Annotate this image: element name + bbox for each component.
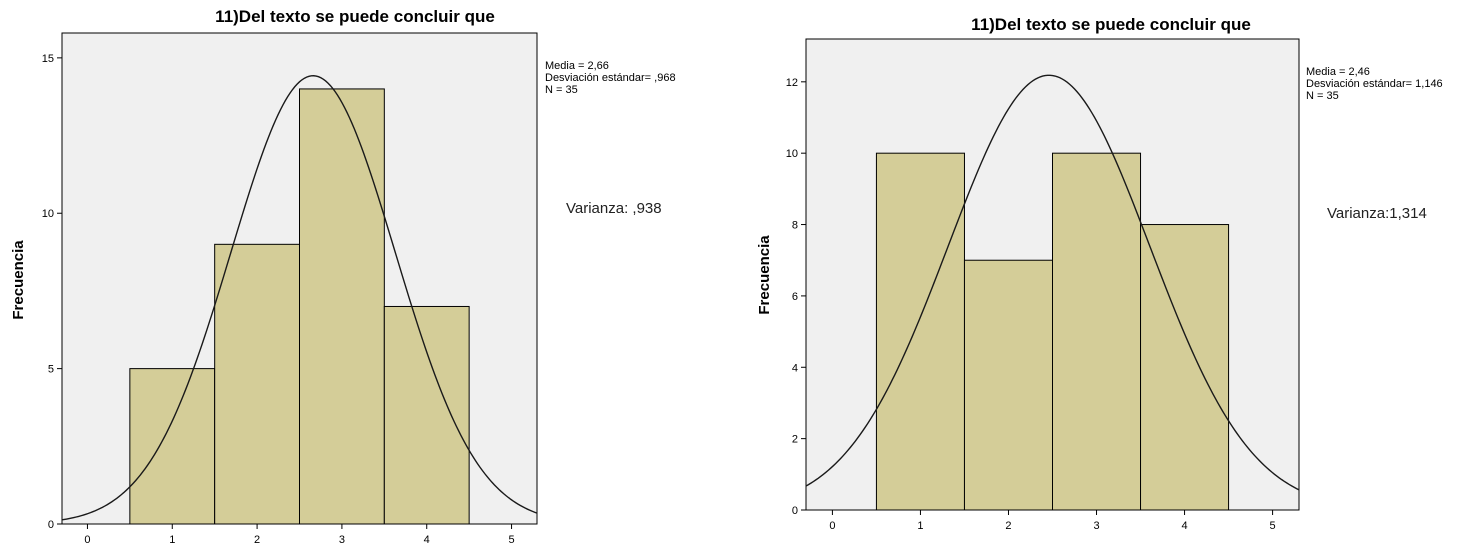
chart-2-variance-note: Varianza:1,314: [1327, 205, 1427, 222]
chart-1-stat-mean: Media = 2,66: [545, 60, 609, 72]
chart-1-stat-sd: Desviación estándar= ,968: [545, 72, 676, 84]
chart-2-x-tick-label: 5: [1270, 520, 1276, 532]
histogram-1: 11)Del texto se puede concluir que Frecu…: [10, 7, 676, 546]
chart-2-bar-4: [1140, 224, 1230, 511]
chart-2-y-axis: 0 2 4 6 8 10 12: [786, 77, 806, 517]
chart-1-ylabel: Frecuencia: [10, 240, 27, 320]
chart-2-y-tick-label: 6: [792, 291, 798, 303]
chart-1-bar-1: [129, 368, 216, 525]
chart-1-x-tick-label: 5: [508, 534, 514, 546]
chart-1-bar-4: [383, 305, 470, 525]
chart-1-y-tick-label: 5: [48, 364, 54, 376]
chart-2-x-tick-label: 4: [1181, 520, 1187, 532]
chart-2-normal-curve: [805, 74, 1300, 491]
chart-2-x-tick-label: 0: [829, 520, 835, 532]
chart-1-y-tick-label: 0: [48, 519, 54, 531]
chart-1-x-tick-label: 4: [424, 534, 430, 546]
chart-1-stat-n: N = 35: [545, 84, 578, 96]
chart-2-y-tick-label: 4: [792, 362, 798, 374]
chart-2-x-tick-label: 3: [1093, 520, 1099, 532]
chart-2-x-axis: 0 1 2 3 4 5: [829, 510, 1276, 532]
chart-1-y-tick-label: 10: [42, 208, 54, 220]
chart-2-stat-n: N = 35: [1306, 90, 1339, 102]
chart-1-variance-note: Varianza: ,938: [566, 200, 662, 217]
chart-1-normal-curve: [61, 75, 538, 521]
chart-1-bars: [129, 88, 470, 525]
chart-1-x-tick-label: 1: [169, 534, 175, 546]
chart-1-y-tick-label: 15: [42, 53, 54, 65]
chart-2-bars: [875, 152, 1230, 511]
chart-1-x-tick-label: 2: [254, 534, 260, 546]
chart-2-x-tick-label: 2: [1005, 520, 1011, 532]
chart-2-ylabel: Frecuencia: [756, 235, 773, 315]
chart-1-bar-3: [299, 88, 385, 525]
chart-1-title: 11)Del texto se puede concluir que: [215, 7, 495, 26]
chart-1-bar-2: [214, 243, 300, 525]
chart-2-x-tick-label: 1: [917, 520, 923, 532]
chart-2-stat-mean: Media = 2,46: [1306, 66, 1370, 78]
chart-1-x-tick-label: 3: [339, 534, 345, 546]
chart-1-x-tick-label: 0: [84, 534, 90, 546]
chart-1-y-axis: 0 5 10 15: [42, 53, 62, 531]
chart-2-stat-sd: Desviación estándar= 1,146: [1306, 78, 1443, 90]
chart-2-title: 11)Del texto se puede concluir que: [971, 15, 1251, 34]
chart-2-y-tick-label: 10: [786, 148, 798, 160]
chart-2-bar-2: [963, 259, 1054, 511]
chart-2-y-tick-label: 0: [792, 505, 798, 517]
chart-2-bar-1: [875, 152, 965, 511]
chart-2-y-tick-label: 12: [786, 77, 798, 89]
chart-2-y-tick-label: 8: [792, 220, 798, 232]
chart-1-x-axis: 0 1 2 3 4 5: [84, 524, 515, 546]
histogram-2: 11)Del texto se puede concluir que Frecu…: [756, 15, 1443, 532]
chart-2-y-tick-label: 2: [792, 434, 798, 446]
chart-2-bar-3: [1052, 152, 1142, 511]
